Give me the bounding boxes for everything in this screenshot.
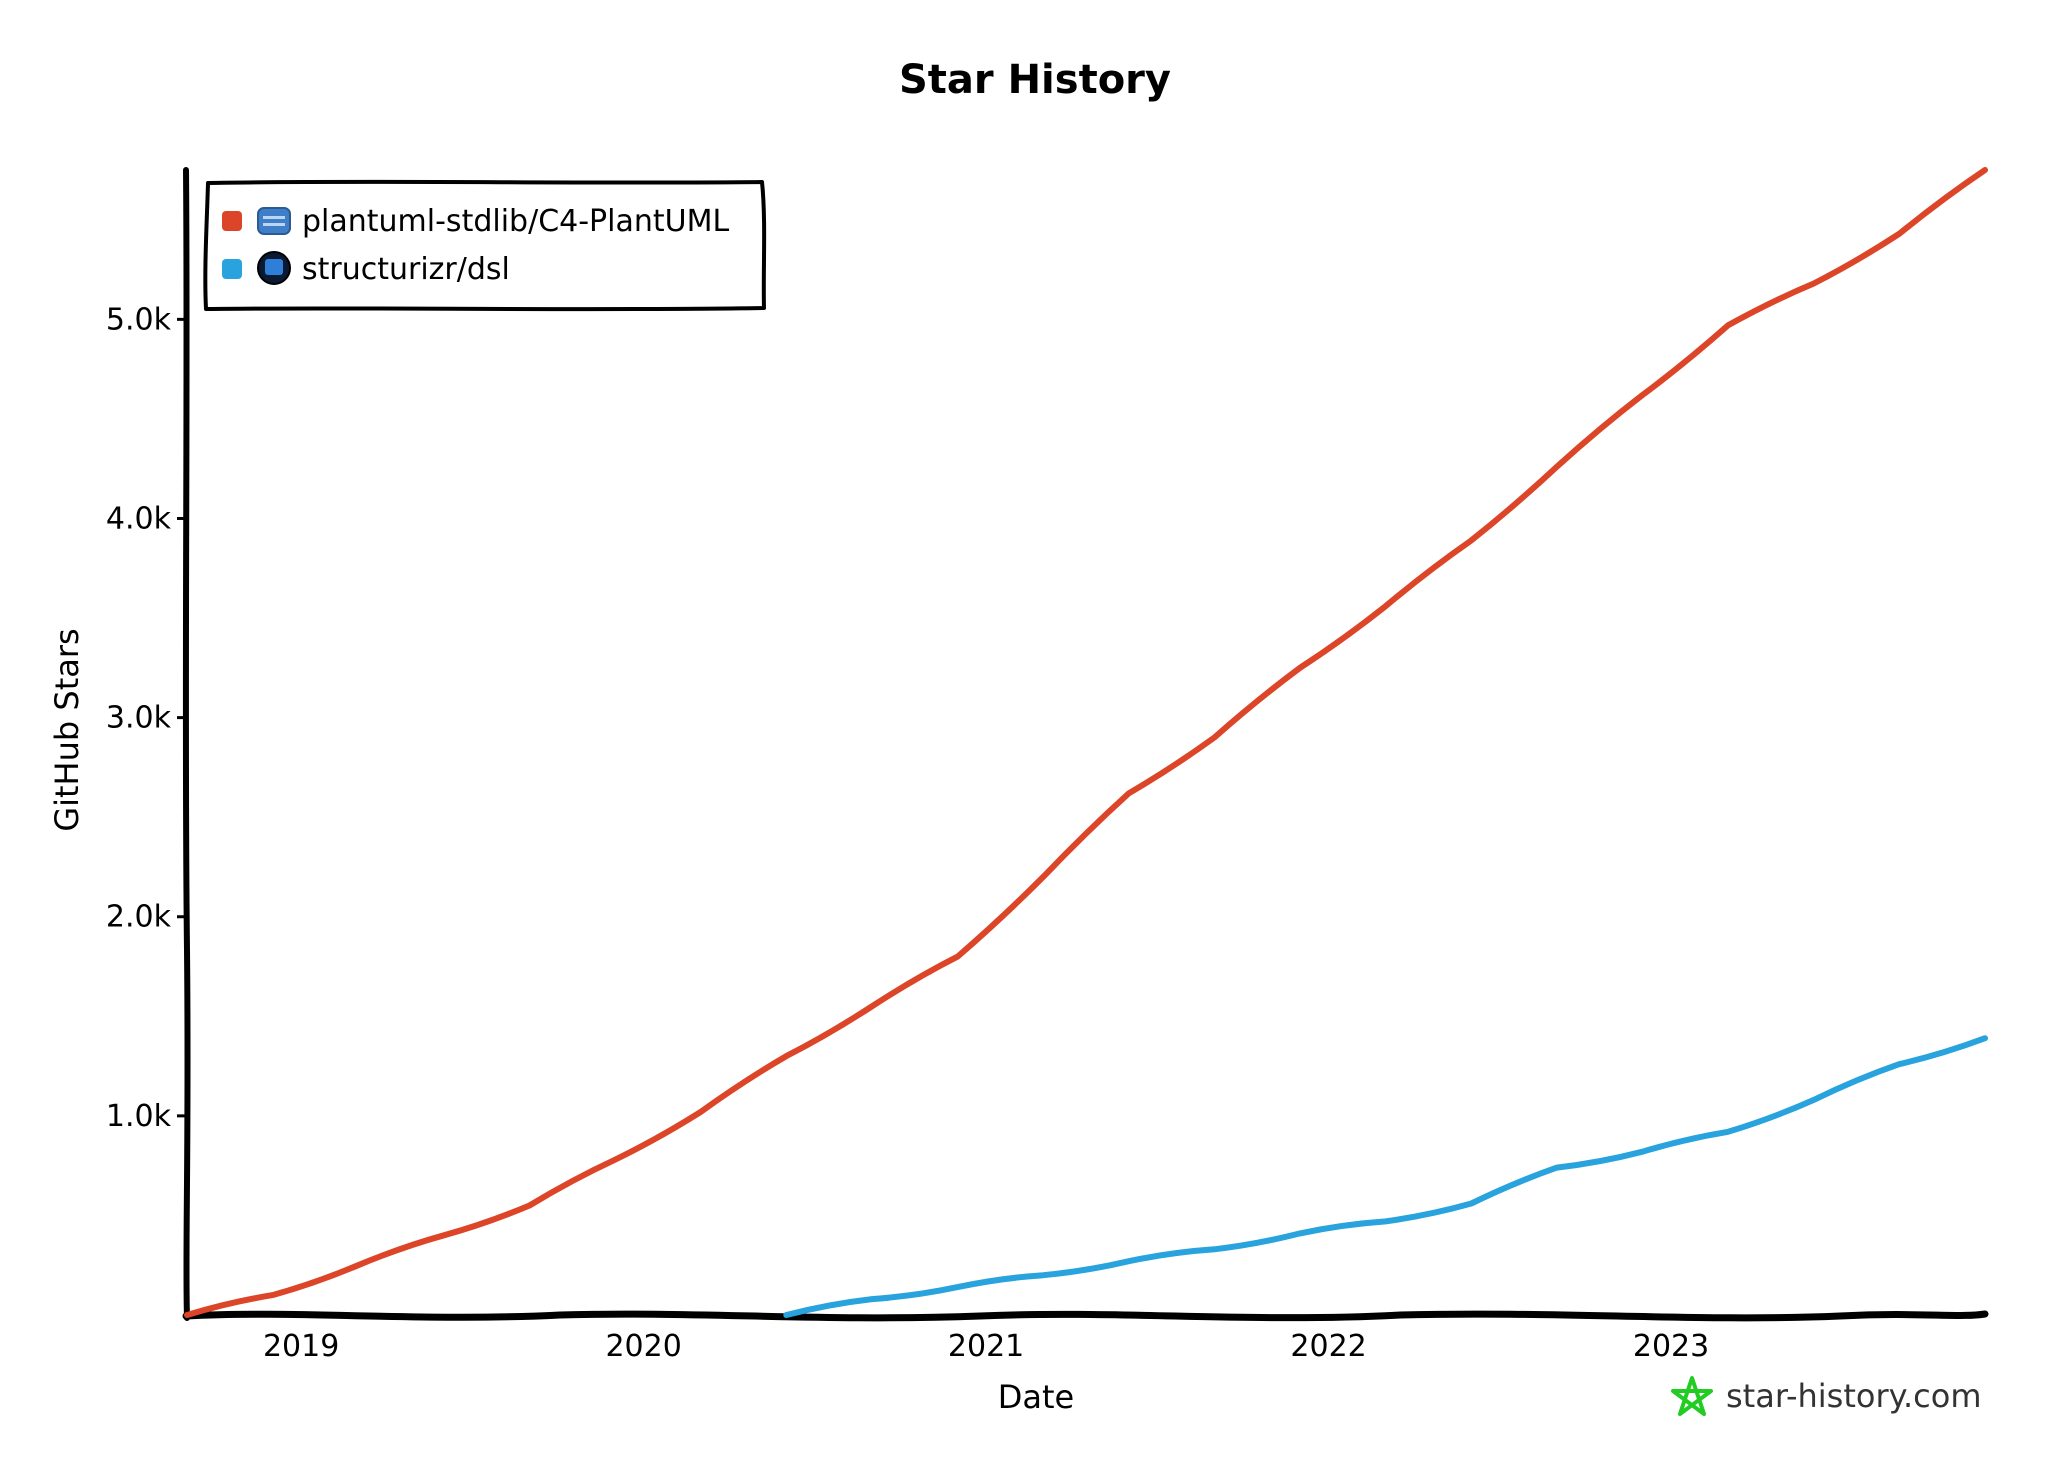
y-tick-label: 3.0k <box>106 701 172 736</box>
legend-swatch-structurizr <box>222 259 242 279</box>
y-ticks: 1.0k 2.0k 3.0k 4.0k 5.0k <box>106 302 187 1134</box>
legend: plantuml-stdlib/C4-PlantUML structurizr/… <box>203 179 767 312</box>
c4-plantuml-avatar-icon <box>257 207 291 235</box>
x-axis-title: Date <box>998 1378 1074 1416</box>
y-axis-title: GitHub Stars <box>48 628 86 831</box>
series-line-structurizr <box>783 1035 1988 1318</box>
y-tick-label: 2.0k <box>106 900 172 935</box>
x-tick-label: 2020 <box>605 1329 681 1364</box>
y-tick-label: 4.0k <box>106 501 172 536</box>
x-tick-label: 2023 <box>1633 1329 1709 1364</box>
y-tick-label: 5.0k <box>106 302 172 337</box>
structurizr-avatar-icon <box>257 251 291 285</box>
x-tick-label: 2021 <box>948 1329 1024 1364</box>
watermark[interactable]: star-history.com <box>1671 1376 1982 1416</box>
x-tick-label: 2022 <box>1290 1329 1366 1364</box>
series-line-c4-plantuml <box>184 167 1988 1318</box>
star-logo-icon <box>1671 1376 1713 1416</box>
legend-swatch-c4-plantuml <box>222 211 242 231</box>
x-ticks: 2019 2020 2021 2022 2023 <box>263 1329 1709 1364</box>
x-tick-label: 2019 <box>263 1329 339 1364</box>
y-tick-label: 1.0k <box>106 1099 172 1134</box>
watermark-text: star-history.com <box>1726 1377 1982 1415</box>
legend-label-c4-plantuml: plantuml-stdlib/C4-PlantUML <box>302 204 729 239</box>
axes <box>182 167 1989 1322</box>
legend-label-structurizr: structurizr/dsl <box>302 252 510 287</box>
chart-title: Star History <box>899 57 1171 103</box>
series-lines <box>184 167 1988 1318</box>
y-axis-line <box>182 167 191 1321</box>
legend-box <box>203 179 767 312</box>
x-axis-line <box>182 1310 1989 1322</box>
